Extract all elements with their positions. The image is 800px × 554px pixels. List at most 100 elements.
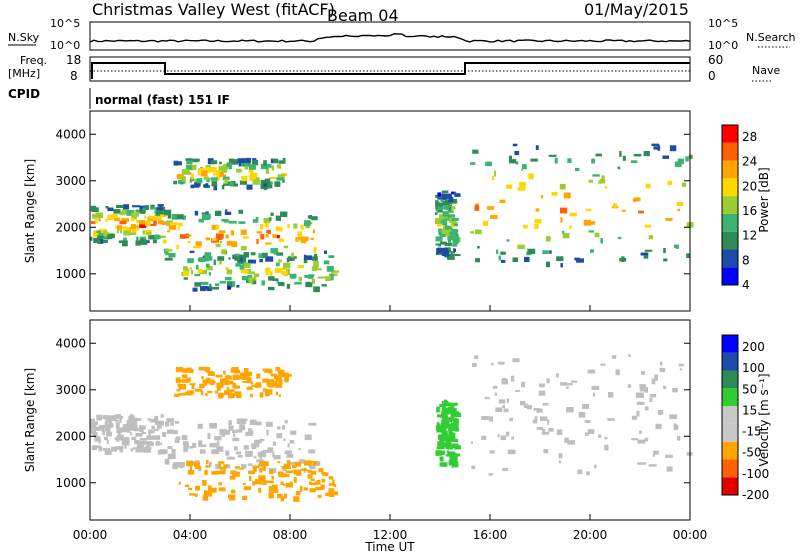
scatter-cell — [179, 462, 183, 469]
scatter-cell — [149, 207, 158, 210]
scatter-cell — [244, 373, 250, 377]
scatter-cell — [270, 181, 273, 185]
scatter-cell — [245, 450, 253, 457]
scatter-cell — [278, 282, 285, 287]
scatter-cell — [229, 181, 234, 186]
scatter-cell — [527, 248, 536, 255]
scatter-cell — [120, 229, 122, 234]
scatter-cell — [447, 217, 451, 220]
scatter-cell — [561, 230, 565, 234]
scatter-cell — [191, 384, 195, 389]
scatter-cell — [171, 213, 178, 220]
scatter-cell — [196, 178, 203, 184]
scatter-cell — [266, 256, 271, 259]
scatter-cell — [272, 488, 279, 493]
scatter-cell — [198, 441, 201, 447]
scatter-cell — [638, 210, 644, 214]
scatter-cell — [284, 451, 291, 455]
scatter-cell — [500, 259, 506, 263]
scatter-cell — [310, 470, 317, 475]
scatter-cell — [249, 476, 252, 482]
scatter-cell — [215, 374, 223, 378]
scatter-cell — [239, 254, 245, 258]
scatter-cell — [257, 451, 263, 457]
scatter-cell — [441, 190, 449, 194]
scatter-cell — [332, 479, 335, 486]
scatter-cell — [262, 388, 267, 392]
scatter-cell — [222, 176, 230, 181]
scatter-cell — [205, 167, 210, 173]
scatter-cell — [442, 223, 445, 228]
scatter-cell — [205, 393, 208, 397]
scatter-cell — [500, 435, 507, 441]
scatter-cell — [474, 355, 479, 360]
scatter-cell — [587, 429, 595, 435]
scatter-cell — [255, 216, 259, 220]
scatter-cell — [167, 446, 173, 449]
scatter-cell — [193, 462, 200, 467]
scatter-cell — [439, 202, 443, 207]
scatter-cell — [588, 230, 595, 233]
scatter-cell — [115, 414, 122, 418]
scatter-cell — [269, 217, 272, 221]
scatter-cell — [139, 441, 146, 446]
scatter-cell — [688, 154, 693, 159]
scatter-cell — [436, 428, 443, 433]
scatter-cell — [245, 431, 253, 436]
scatter-cell — [506, 184, 513, 189]
scatter-cell — [234, 391, 242, 397]
scatter-cell — [643, 151, 650, 157]
scatter-cell — [205, 263, 210, 268]
scatter-cell — [315, 486, 323, 491]
scatter-cell — [160, 212, 167, 217]
scatter-cell — [249, 419, 257, 425]
scatter-cell — [132, 205, 140, 208]
scatter-cell — [453, 453, 461, 457]
colorbar-swatch — [722, 477, 738, 495]
scatter-cell — [567, 440, 575, 445]
scatter-cell — [253, 456, 257, 459]
scatter-cell — [97, 234, 105, 239]
power-y-label: Slant Range [km] — [23, 159, 37, 263]
colorbar-tick-label: 8 — [742, 253, 750, 267]
scatter-cell — [205, 465, 211, 468]
scatter-cell — [267, 163, 272, 168]
scatter-cell — [499, 199, 506, 203]
time-axis-label: Time UT — [364, 540, 415, 554]
scatter-cell — [286, 269, 290, 275]
scatter-cell — [264, 461, 269, 466]
scatter-cell — [263, 217, 271, 223]
scatter-cell — [500, 251, 506, 255]
scatter-cell — [140, 425, 146, 430]
scatter-cell — [437, 423, 441, 427]
scatter-cell — [472, 149, 479, 154]
scatter-cell — [651, 143, 660, 146]
scatter-cell — [148, 430, 151, 437]
nave-tick-high: 60 — [708, 53, 723, 67]
scatter-cell — [145, 229, 152, 232]
scatter-cell — [305, 281, 312, 285]
scatter-cell — [268, 492, 272, 496]
colorbar-tick-label: 50 — [742, 382, 757, 396]
scatter-cell — [146, 435, 154, 440]
scatter-cell — [503, 408, 509, 413]
scatter-cell — [124, 443, 127, 449]
scatter-cell — [441, 250, 450, 256]
scatter-cell — [269, 176, 277, 179]
scatter-cell — [246, 377, 252, 383]
scatter-cell — [165, 253, 171, 256]
scatter-cell — [90, 430, 96, 435]
scatter-cell — [134, 439, 140, 444]
scatter-cell — [280, 211, 288, 218]
scatter-cell — [210, 177, 218, 181]
scatter-cell — [275, 227, 283, 232]
scatter-cell — [172, 430, 178, 435]
scatter-cell — [637, 439, 646, 444]
scatter-cell — [502, 467, 508, 472]
y-tick-label: 4000 — [55, 127, 86, 141]
scatter-cell — [270, 158, 273, 164]
scatter-cell — [284, 420, 288, 424]
scatter-cell — [252, 466, 257, 472]
scatter-cell — [535, 208, 540, 212]
scatter-cell — [182, 368, 189, 372]
